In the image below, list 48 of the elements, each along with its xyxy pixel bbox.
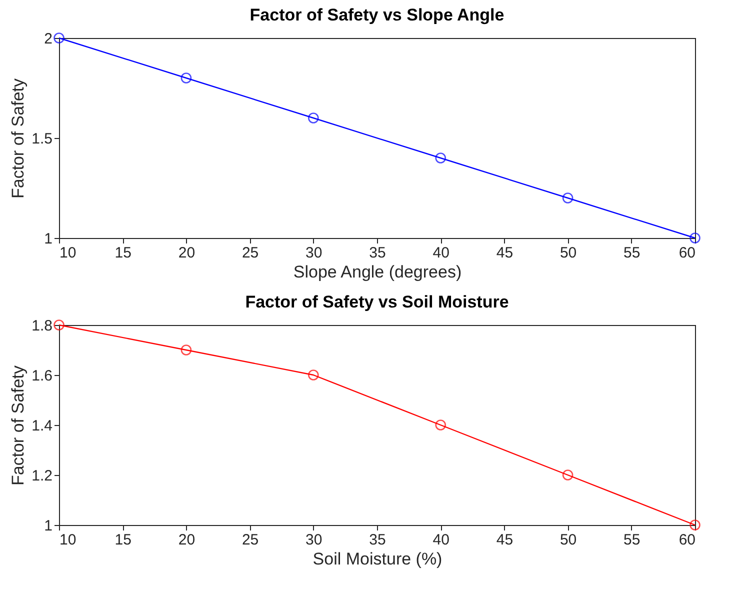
y-axis-title: Factor of Safety <box>8 78 28 198</box>
point <box>54 32 64 44</box>
x-tick-label: 45 <box>496 532 514 548</box>
x-tick-label: 10 <box>60 244 76 262</box>
x-tick-label: 60 <box>678 532 696 548</box>
y-tick-label: 1.6 <box>32 368 52 384</box>
y-tick-label: 2 <box>44 30 52 48</box>
point <box>690 232 700 244</box>
y-tick-label: 1 <box>44 518 52 534</box>
point <box>308 370 319 380</box>
x-tick-label: 30 <box>306 532 322 548</box>
point <box>562 192 574 204</box>
y-tick-label: 1.5 <box>32 130 52 148</box>
x-tick-label: 55 <box>624 244 640 262</box>
x-tick-label: 45 <box>496 244 514 262</box>
y-tick-label: 1.8 <box>32 318 52 334</box>
x-axis-title: Slope Angle (degrees) <box>293 262 462 282</box>
x-tick-label: 35 <box>369 532 386 548</box>
y-tick-label: 1 <box>44 230 52 248</box>
point <box>180 344 192 356</box>
x-axis-title: Soil Moisture (%) <box>312 550 442 568</box>
x-tick-label: 20 <box>178 244 196 262</box>
x-tick-label: 55 <box>624 532 640 548</box>
chart-title: Factor of Safety vs Slope Angle <box>250 6 504 25</box>
point <box>690 520 700 530</box>
x-tick-label: 25 <box>242 532 259 548</box>
x-tick-label: 35 <box>369 244 386 262</box>
point <box>308 112 319 124</box>
y-tick-label: 1.4 <box>32 418 52 434</box>
x-tick-label: 15 <box>114 532 132 548</box>
x-tick-label: 25 <box>242 244 259 262</box>
x-tick-label: 30 <box>306 244 322 262</box>
x-tick-label: 50 <box>560 532 577 548</box>
x-tick-label: 20 <box>178 532 196 548</box>
point <box>435 152 446 164</box>
x-tick-label: 40 <box>432 532 450 548</box>
x-tick-label: 50 <box>560 244 577 262</box>
point <box>562 470 574 480</box>
y-axis-title: Factor of Safety <box>8 365 28 486</box>
point <box>180 72 192 84</box>
x-tick-label: 10 <box>60 532 76 548</box>
x-tick-label: 40 <box>432 244 450 262</box>
x-tick-label: 60 <box>678 244 696 262</box>
x-tick-label: 15 <box>114 244 132 262</box>
point <box>54 320 64 330</box>
y-tick-label: 1.2 <box>32 468 52 484</box>
point <box>435 420 446 430</box>
chart-title: Factor of Safety vs Soil Moisture <box>245 292 509 312</box>
